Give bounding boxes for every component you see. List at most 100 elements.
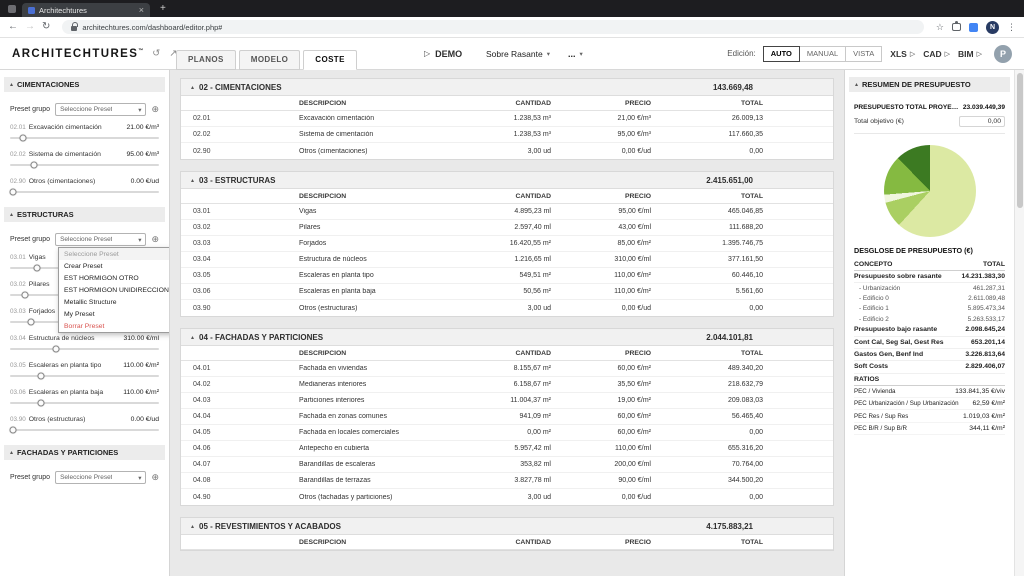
slider-handle[interactable] <box>21 291 29 299</box>
undo-icon[interactable]: ↺ <box>152 48 161 59</box>
preset-select[interactable]: Seleccione Preset ▾ <box>55 471 147 484</box>
cost-section-header[interactable]: ▴ 03 - ESTRUCTURAS 2.415.651,00 <box>181 172 833 189</box>
export-bim-button[interactable]: BIM ▷ <box>958 49 982 59</box>
row-price[interactable]: 60,00 €/m² <box>617 429 651 436</box>
slider-handle[interactable] <box>9 188 17 196</box>
save-preset-icon[interactable]: ⊕ <box>151 104 159 114</box>
slider-handle[interactable] <box>37 399 45 407</box>
row-price[interactable]: 60,00 €/m² <box>617 413 651 420</box>
browser-menu-icon[interactable]: ⋮ <box>1007 21 1016 32</box>
slider-track[interactable] <box>10 161 159 169</box>
dropdown-item[interactable]: Metallic Structure <box>64 298 117 306</box>
extension-badge-icon[interactable] <box>969 22 978 32</box>
preset-select[interactable]: Seleccione Preset ▾ <box>55 233 147 246</box>
demo-project-button[interactable]: ▷ DEMO <box>424 49 462 59</box>
slider-handle[interactable] <box>9 426 17 434</box>
table-row[interactable]: 04.01 Fachada en viviendas 8.155,67 m² 6… <box>181 361 833 377</box>
slider-handle[interactable] <box>27 318 35 326</box>
options-select[interactable]: ... ▾ <box>568 49 583 59</box>
mode-auto-button[interactable]: AUTO <box>762 45 800 62</box>
slider-track[interactable] <box>10 345 159 353</box>
table-row[interactable]: 04.03 Particiones interiores 11.004,37 m… <box>181 393 833 409</box>
row-price[interactable]: 19,00 €/m² <box>617 397 651 404</box>
row-price[interactable]: 35,50 €/m² <box>617 381 651 388</box>
table-row[interactable]: 04.08 Barandillas de terrazas 3.827,78 m… <box>181 473 833 489</box>
export-cad-button[interactable]: CAD ▷ <box>923 49 950 59</box>
row-price[interactable]: 110,00 €/m² <box>614 288 651 295</box>
row-price[interactable]: 200,00 €/ml <box>614 461 651 468</box>
row-price[interactable]: 95,00 €/ml <box>618 208 651 215</box>
table-row[interactable]: 03.02 Pilares 2.597,40 ml 43,00 €/ml 111… <box>181 220 833 236</box>
dropdown-item[interactable]: EST HORMIGON OTRO <box>64 274 139 282</box>
tab-planos[interactable]: PLANOS <box>176 50 236 70</box>
summary-header[interactable]: ▴ RESUMEN DE PRESUPUESTO <box>849 77 1010 92</box>
tab-coste[interactable]: COSTE <box>303 50 357 70</box>
slider-handle[interactable] <box>37 372 45 380</box>
row-price[interactable]: 310,00 €/ml <box>614 256 651 263</box>
tab-close-icon[interactable]: × <box>138 4 144 15</box>
table-row[interactable]: 03.05 Escaleras en planta tipo 549,51 m²… <box>181 268 833 284</box>
row-price[interactable]: 21,00 €/m³ <box>617 115 651 122</box>
browser-profile-avatar[interactable]: N <box>986 20 999 34</box>
address-bar[interactable]: architechtures.com/dashboard/editor.php# <box>62 20 924 34</box>
save-preset-icon[interactable]: ⊕ <box>151 472 159 482</box>
table-row[interactable]: 04.90 Otros (fachadas y particiones) 3,0… <box>181 489 833 505</box>
slider-track[interactable] <box>10 134 159 142</box>
table-row[interactable]: 02.02 Sistema de cimentación 1.238,53 m³… <box>181 127 833 143</box>
slider-track[interactable] <box>9 188 159 196</box>
table-row[interactable]: 02.01 Excavación cimentación 1.238,53 m³… <box>181 111 833 127</box>
extensions-puzzle-icon[interactable] <box>952 20 961 31</box>
slider-track[interactable] <box>9 426 159 434</box>
row-price[interactable]: 60,00 €/m² <box>617 365 651 372</box>
back-icon[interactable]: ← <box>8 21 18 32</box>
export-xls-button[interactable]: XLS ▷ <box>890 49 915 59</box>
slider-handle[interactable] <box>52 345 60 353</box>
row-price[interactable]: 110,00 €/ml <box>614 445 651 452</box>
mode-vista-button[interactable]: VISTA <box>845 45 883 62</box>
table-row[interactable]: 03.04 Estructura de núcleos 1.216,65 ml … <box>181 252 833 268</box>
row-price[interactable]: 95,00 €/m³ <box>617 131 651 138</box>
table-row[interactable]: 04.06 Antepecho en cubierta 5.957,42 ml … <box>181 441 833 457</box>
new-tab-button[interactable]: + <box>160 3 166 14</box>
cost-section-header[interactable]: ▴ 04 - FACHADAS Y PARTICIONES 2.044.101,… <box>181 329 833 346</box>
table-row[interactable]: 03.03 Forjados 16.420,55 m² 85,00 €/m² 1… <box>181 236 833 252</box>
row-price[interactable]: 43,00 €/ml <box>618 224 651 231</box>
cost-section-header[interactable]: ▴ 02 - CIMENTACIONES 143.669,48 <box>181 79 833 96</box>
user-avatar[interactable]: P <box>994 44 1012 63</box>
table-row[interactable]: 03.01 Vigas 4.895,23 ml 95,00 €/ml 465.0… <box>181 204 833 220</box>
mode-manual-button[interactable]: MANUAL <box>798 45 847 62</box>
dropdown-item-crear-preset[interactable]: Crear Preset <box>64 262 103 270</box>
dropdown-item[interactable]: EST HORMIGON UNIDIRECCIONAL <box>64 286 170 294</box>
table-row[interactable]: 04.05 Fachada en locales comerciales 0,0… <box>181 425 833 441</box>
scrollbar-thumb[interactable] <box>1016 73 1023 208</box>
preset-select[interactable]: Seleccione Preset ▾ <box>55 103 147 116</box>
dropdown-item[interactable]: Seleccione Preset <box>59 248 169 260</box>
slider-track[interactable] <box>10 399 159 407</box>
objective-input[interactable] <box>959 116 1005 127</box>
level-select[interactable]: Sobre Rasante ▾ <box>486 49 550 59</box>
slider-handle[interactable] <box>33 264 41 272</box>
table-row[interactable]: 03.06 Escaleras en planta baja 50,56 m² … <box>181 284 833 300</box>
row-price[interactable]: 0,00 €/ud <box>621 304 651 312</box>
row-price[interactable]: 0,00 €/ud <box>621 147 651 155</box>
bookmark-star-icon[interactable]: ☆ <box>935 21 944 32</box>
save-preset-icon[interactable]: ⊕ <box>151 234 159 244</box>
row-price[interactable]: 110,00 €/m² <box>614 272 651 279</box>
table-row[interactable]: 02.90 Otros (cimentaciones) 3,00 ud 0,00… <box>181 143 833 159</box>
table-row[interactable]: 04.07 Barandillas de escaleras 353,82 ml… <box>181 457 833 473</box>
dropdown-item-borrar-preset[interactable]: Borrar Preset <box>64 322 105 330</box>
row-price[interactable]: 85,00 €/m² <box>617 240 651 247</box>
slider-handle[interactable] <box>30 161 38 169</box>
slider-handle[interactable] <box>19 134 27 142</box>
share-icon[interactable]: ↗ <box>169 48 178 59</box>
section-header-estructuras[interactable]: ▴ ESTRUCTURAS <box>4 207 165 222</box>
table-row[interactable]: 04.02 Medianeras interiores 6.158,67 m² … <box>181 377 833 393</box>
browser-tab[interactable]: Architechtures × <box>22 3 150 17</box>
cost-section-header[interactable]: ▴ 05 - REVESTIMIENTOS Y ACABADOS 4.175.8… <box>181 518 833 535</box>
forward-icon[interactable]: → <box>25 21 35 32</box>
section-header-fachadas[interactable]: ▴ FACHADAS Y PARTICIONES <box>4 445 165 460</box>
table-row[interactable]: 04.04 Fachada en zonas comunes 941,09 m²… <box>181 409 833 425</box>
dropdown-item[interactable]: My Preset <box>64 310 95 318</box>
row-price[interactable]: 90,00 €/ml <box>618 477 651 484</box>
table-row[interactable]: 03.90 Otros (estructuras) 3,00 ud 0,00 €… <box>181 300 833 316</box>
